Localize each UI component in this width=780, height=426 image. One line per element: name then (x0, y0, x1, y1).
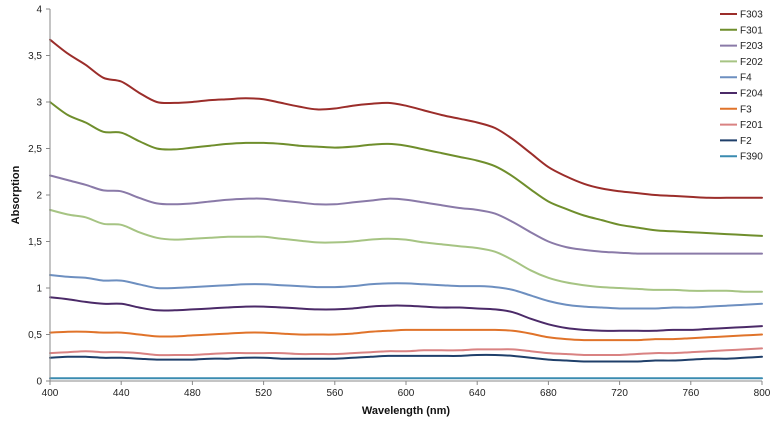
legend-label-f301: F301 (740, 25, 763, 36)
legend-label-f4: F4 (740, 73, 752, 84)
y-tick-label: 1 (36, 284, 42, 295)
series-line-f3 (49, 328, 763, 342)
y-tick-label: 1,5 (28, 237, 42, 248)
series-line-f303 (49, 38, 763, 199)
x-tick-label: 400 (42, 388, 59, 399)
x-tick-label: 560 (326, 388, 343, 399)
x-tick-label: 440 (113, 388, 130, 399)
y-tick-label: 3 (36, 98, 42, 109)
x-tick-label: 720 (611, 388, 628, 399)
plot-lines (49, 38, 763, 380)
legend-label-f201: F201 (740, 120, 763, 131)
y-axis-title: Absorption (10, 165, 22, 224)
x-tick-label: 600 (398, 388, 415, 399)
legend-label-f2: F2 (740, 136, 752, 147)
x-tick-labels: 400 440 480 520 560 600 640 680 720 760 800 (42, 388, 771, 399)
y-tick-label: 2,5 (28, 144, 42, 155)
x-tick-label: 680 (540, 388, 557, 399)
x-tick-label: 640 (469, 388, 486, 399)
series-line-f2 (49, 353, 763, 363)
series-line-f202 (49, 208, 763, 293)
series-line-f203 (49, 174, 763, 255)
series-line-f301 (49, 101, 763, 237)
x-tick-label: 520 (255, 388, 272, 399)
legend-label-f303: F303 (740, 10, 763, 21)
legend-label-f203: F203 (740, 41, 763, 52)
series-line-f4 (49, 274, 763, 310)
legend-label-f390: F390 (740, 152, 763, 163)
legend: F303 F301 F203 F202 F4 F204 F3 F201 F2 F390 (720, 10, 763, 163)
x-tick-label: 760 (682, 388, 699, 399)
x-tick-label: 800 (754, 388, 771, 399)
y-tick-label: 4 (36, 5, 42, 16)
y-tick-label: 0 (36, 377, 42, 388)
x-tick-label: 480 (184, 388, 201, 399)
series-line-f201 (49, 347, 763, 357)
x-axis-title: Wavelength (nm) (362, 405, 451, 417)
y-tick-label: 2 (36, 191, 42, 202)
legend-label-f3: F3 (740, 104, 752, 115)
legend-label-f204: F204 (740, 89, 763, 100)
y-tick-label: 3,5 (28, 51, 42, 62)
axes (46, 8, 763, 385)
y-tick-labels: 0 0,5 1 1,5 2 2,5 3 3,5 4 (28, 5, 42, 388)
y-tick-label: 0,5 (28, 330, 42, 341)
series-line-f204 (49, 296, 763, 332)
legend-label-f202: F202 (740, 57, 763, 68)
